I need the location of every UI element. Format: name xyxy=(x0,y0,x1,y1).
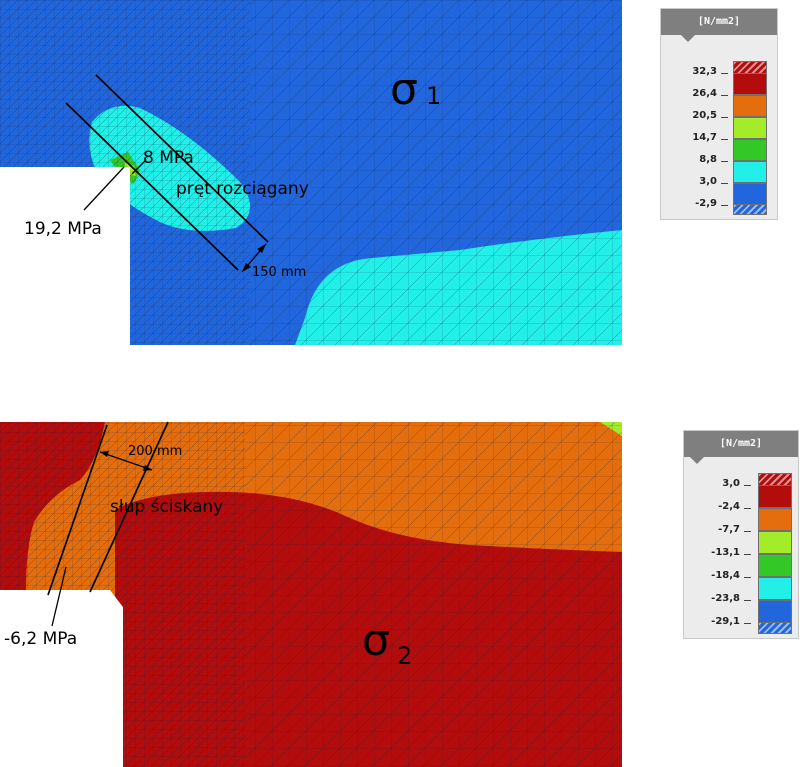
label-8-mpa: 8 MPa xyxy=(143,148,194,168)
legend-value: 3,0 xyxy=(722,478,740,489)
legend-swatch-yellow-green xyxy=(758,531,792,554)
mesh-coarse-zone-2 xyxy=(245,422,622,767)
dim-arrow-150-a xyxy=(257,244,266,253)
legend-value: -7,7 xyxy=(718,524,740,535)
legend-value: -23,8 xyxy=(711,593,740,604)
sigma2-contour-map: 200 mm słup ściskany -6,2 MPa σ 2 xyxy=(0,421,622,767)
legend-header-notch xyxy=(690,457,704,464)
legend-value: 20,5 xyxy=(692,110,717,121)
legend-swatch-orange xyxy=(758,508,792,531)
sigma1-contour-map: σ 1 8 MPa pręt rozciągany 19,2 MPa 150 m… xyxy=(0,0,622,345)
legend-swatch-under xyxy=(758,622,792,634)
dim-arrow-150-b xyxy=(242,263,251,272)
legend-sigma1: [N/mm2] 32,3 26,4 20,5 14,7 8,8 3,0 -2,9 xyxy=(660,8,778,220)
legend-swatch-over xyxy=(758,473,792,486)
legend-value: -2,4 xyxy=(718,501,740,512)
legend-swatch-blue xyxy=(733,183,767,205)
legend-tick xyxy=(721,117,728,118)
legend-value: 14,7 xyxy=(692,132,717,143)
legend-tick xyxy=(721,161,728,162)
legend-unit-header: [N/mm2] xyxy=(684,431,798,457)
legend-tick xyxy=(744,577,751,578)
column-edge-left xyxy=(47,424,108,596)
legend-value: 3,0 xyxy=(699,176,717,187)
leader-19mpa xyxy=(83,166,125,211)
legend-swatch-dark-red xyxy=(733,73,767,95)
tension-tie-edge-upper xyxy=(95,74,269,243)
legend-tick xyxy=(721,139,728,140)
tension-tie-edge-lower xyxy=(65,102,239,271)
legend-value: 8,8 xyxy=(699,154,717,165)
sigma1-symbol: σ xyxy=(390,64,418,115)
legend-swatch-blue xyxy=(758,600,792,623)
legend-swatch-cyan xyxy=(733,161,767,183)
legend-tick xyxy=(721,205,728,206)
legend-swatch-dark-red xyxy=(758,485,792,508)
label-200-mm: 200 mm xyxy=(128,444,182,459)
legend-swatch-green xyxy=(733,139,767,161)
legend-tick xyxy=(744,600,751,601)
mesh-fine-zone-2 xyxy=(0,422,245,767)
legend-tick xyxy=(744,554,751,555)
width-dimension-200 xyxy=(99,451,153,471)
label-minus-6-2-mpa: -6,2 MPa xyxy=(4,629,77,649)
label-compressed-column: słup ściskany xyxy=(110,497,223,517)
dim-arrow-200-a xyxy=(100,451,109,457)
label-19-2-mpa: 19,2 MPa xyxy=(24,219,102,239)
legend-tick xyxy=(744,531,751,532)
legend-value: -29,1 xyxy=(711,616,740,627)
sigma2-symbol: σ xyxy=(362,615,390,666)
legend-unit-header: [N/mm2] xyxy=(661,9,777,35)
legend-swatch-under xyxy=(733,204,767,215)
dim-arrow-200-b xyxy=(143,465,152,471)
legend-tick xyxy=(721,73,728,74)
legend-swatch-yellow-green xyxy=(733,117,767,139)
label-tension-tie: pręt rozciągany xyxy=(176,179,309,199)
label-150-mm: 150 mm xyxy=(252,265,306,280)
leader-8mpa xyxy=(131,159,147,175)
legend-tick xyxy=(744,485,751,486)
legend-header-notch xyxy=(681,35,695,42)
leader-6-2-mpa xyxy=(51,566,67,627)
mesh-coarse-zone xyxy=(250,0,622,345)
legend-swatch-green xyxy=(758,554,792,577)
legend-tick xyxy=(721,183,728,184)
legend-value: 26,4 xyxy=(692,88,717,99)
mesh-fine-zone xyxy=(0,0,250,345)
sigma2-subscript: 2 xyxy=(397,642,412,670)
legend-swatch-cyan xyxy=(758,577,792,600)
legend-tick xyxy=(744,623,751,624)
legend-value: -13,1 xyxy=(711,547,740,558)
legend-value: -2,9 xyxy=(695,198,717,209)
sigma1-subscript: 1 xyxy=(426,82,441,110)
legend-value: -18,4 xyxy=(711,570,740,581)
legend-swatch-orange xyxy=(733,95,767,117)
legend-value: 32,3 xyxy=(692,66,717,77)
legend-sigma2: [N/mm2] 3,0 -2,4 -7,7 -13,1 -18,4 -23,8 … xyxy=(683,430,799,639)
column-edge-right xyxy=(89,421,169,593)
legend-tick xyxy=(721,95,728,96)
legend-tick xyxy=(744,508,751,509)
